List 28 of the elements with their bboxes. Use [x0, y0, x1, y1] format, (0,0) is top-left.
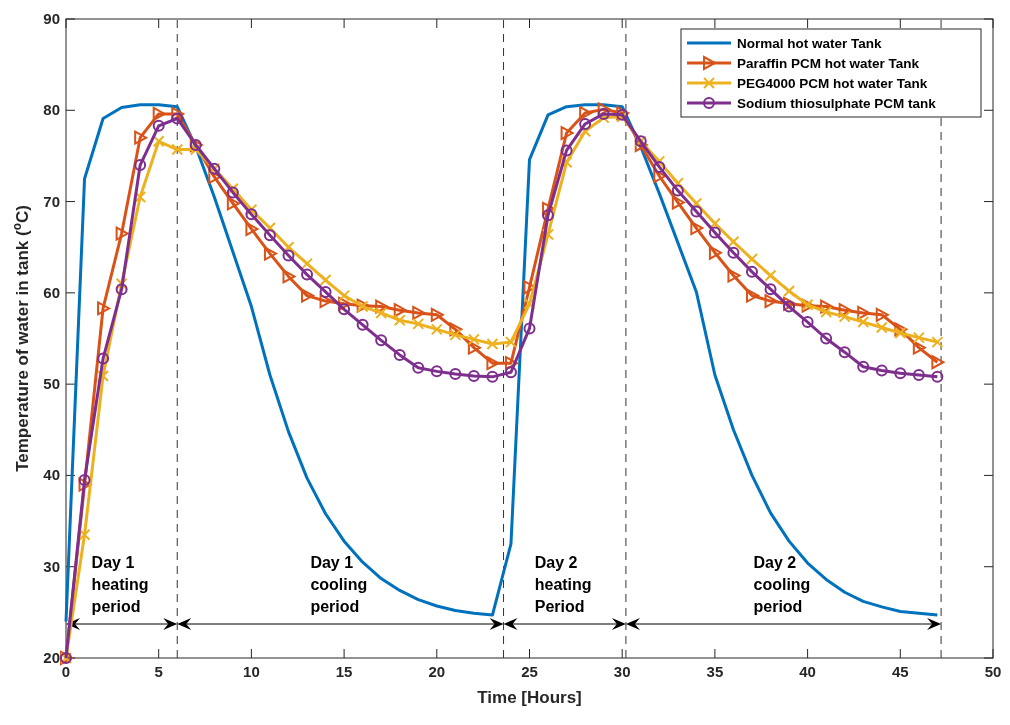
x-tick-label: 40 [799, 663, 816, 680]
x-tick-label: 50 [984, 663, 1002, 680]
y-tick-label: 60 [43, 283, 60, 301]
y-tick-label: 50 [43, 375, 60, 393]
y-tick-label: 30 [43, 557, 60, 575]
annotation: Day 1 heating period [91, 554, 149, 615]
y-tick-label: 70 [43, 192, 60, 210]
y-tick-label: 80 [43, 101, 60, 119]
x-tick-label: 5 [154, 663, 163, 680]
y-tick-label: 90 [43, 10, 60, 27]
x-tick-label: 10 [243, 663, 260, 680]
x-tick-label: 45 [891, 663, 909, 680]
legend-label: PEG4000 PCM hot water Tank [737, 76, 928, 91]
x-axis-title: Time [Hours] [477, 688, 582, 707]
y-tick-label: 40 [43, 466, 60, 484]
annotation: Day 2 heating Period [534, 554, 592, 615]
annotation: Day 1 cooling period [310, 554, 368, 615]
x-tick-label: 35 [706, 663, 724, 680]
x-tick-label: 25 [521, 663, 538, 680]
x-tick-label: 30 [613, 663, 631, 680]
legend-label: Normal hot water Tank [737, 36, 883, 51]
x-tick-label: 0 [61, 663, 71, 680]
legend-label: Paraffin PCM hot water Tank [737, 56, 920, 71]
legend-label: Sodium thiosulphate PCM tank [737, 96, 937, 111]
x-tick-label: 15 [335, 663, 353, 680]
y-tick-label: 20 [43, 649, 60, 666]
x-tick-label: 20 [428, 663, 446, 680]
annotation: Day 2 cooling period [753, 554, 811, 615]
